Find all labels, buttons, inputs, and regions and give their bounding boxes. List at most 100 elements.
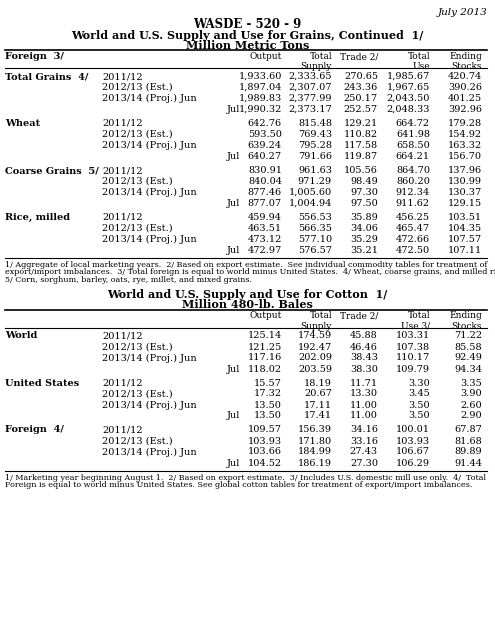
Text: 85.58: 85.58 (454, 342, 482, 351)
Text: Wheat: Wheat (5, 119, 40, 128)
Text: 34.16: 34.16 (350, 426, 378, 435)
Text: 1,985.67: 1,985.67 (387, 72, 430, 81)
Text: 130.99: 130.99 (448, 177, 482, 186)
Text: 401.25: 401.25 (448, 94, 482, 103)
Text: 106.29: 106.29 (396, 458, 430, 467)
Text: 2011/12: 2011/12 (102, 119, 143, 128)
Text: Jul: Jul (227, 105, 240, 114)
Text: 154.92: 154.92 (448, 130, 482, 139)
Text: Jul: Jul (227, 412, 240, 420)
Text: 459.94: 459.94 (248, 213, 282, 222)
Text: 1,967.65: 1,967.65 (387, 83, 430, 92)
Text: 125.14: 125.14 (248, 332, 282, 340)
Text: 3.90: 3.90 (460, 390, 482, 399)
Text: 107.57: 107.57 (448, 235, 482, 244)
Text: 1/ Aggregate of local marketing years.  2/ Based on export estimate.  See indivi: 1/ Aggregate of local marketing years. 2… (5, 261, 488, 269)
Text: 473.12: 473.12 (248, 235, 282, 244)
Text: 270.65: 270.65 (344, 72, 378, 81)
Text: 815.48: 815.48 (298, 119, 332, 128)
Text: 110.82: 110.82 (344, 130, 378, 139)
Text: 1,005.60: 1,005.60 (289, 188, 332, 197)
Text: Total
Supply: Total Supply (300, 312, 332, 331)
Text: 171.80: 171.80 (298, 436, 332, 445)
Text: 642.76: 642.76 (248, 119, 282, 128)
Text: 2013/14 (Proj.) Jun: 2013/14 (Proj.) Jun (102, 235, 197, 244)
Text: 118.02: 118.02 (248, 365, 282, 374)
Text: 639.24: 639.24 (248, 141, 282, 150)
Text: 35.89: 35.89 (350, 213, 378, 222)
Text: 20.67: 20.67 (304, 390, 332, 399)
Text: Trade 2/: Trade 2/ (340, 52, 378, 61)
Text: Output: Output (249, 52, 282, 61)
Text: 46.46: 46.46 (350, 342, 378, 351)
Text: 971.29: 971.29 (298, 177, 332, 186)
Text: 463.51: 463.51 (248, 224, 282, 233)
Text: 11.00: 11.00 (350, 401, 378, 410)
Text: 34.06: 34.06 (350, 224, 378, 233)
Text: 35.29: 35.29 (350, 235, 378, 244)
Text: 250.17: 250.17 (344, 94, 378, 103)
Text: 2012/13 (Est.): 2012/13 (Est.) (102, 130, 173, 139)
Text: 640.27: 640.27 (248, 152, 282, 161)
Text: 104.35: 104.35 (448, 224, 482, 233)
Text: 91.44: 91.44 (454, 458, 482, 467)
Text: export/import imbalances.  3/ Total foreign is equal to world minus United State: export/import imbalances. 3/ Total forei… (5, 269, 495, 276)
Text: 658.50: 658.50 (396, 141, 430, 150)
Text: 103.51: 103.51 (448, 213, 482, 222)
Text: 420.74: 420.74 (448, 72, 482, 81)
Text: 2013/14 (Proj.) Jun: 2013/14 (Proj.) Jun (102, 401, 197, 410)
Text: World and U.S. Supply and Use for Cotton  1/: World and U.S. Supply and Use for Cotton… (107, 289, 388, 300)
Text: 2,333.65: 2,333.65 (289, 72, 332, 81)
Text: July 2013: July 2013 (437, 8, 487, 17)
Text: 203.59: 203.59 (298, 365, 332, 374)
Text: 156.70: 156.70 (448, 152, 482, 161)
Text: 38.30: 38.30 (350, 365, 378, 374)
Text: 104.52: 104.52 (248, 458, 282, 467)
Text: 791.66: 791.66 (298, 152, 332, 161)
Text: 1/ Marketing year beginning August 1.  2/ Based on export estimate.  3/ Includes: 1/ Marketing year beginning August 1. 2/… (5, 474, 486, 481)
Text: Jul: Jul (227, 246, 240, 255)
Text: 877.07: 877.07 (248, 199, 282, 208)
Text: 202.09: 202.09 (298, 353, 332, 362)
Text: 106.67: 106.67 (396, 447, 430, 456)
Text: 27.43: 27.43 (350, 447, 378, 456)
Text: 129.15: 129.15 (448, 199, 482, 208)
Text: 2,048.33: 2,048.33 (387, 105, 430, 114)
Text: 664.72: 664.72 (396, 119, 430, 128)
Text: 5/ Corn, sorghum, barley, oats, rye, millet, and mixed grains.: 5/ Corn, sorghum, barley, oats, rye, mil… (5, 276, 252, 284)
Text: 2.90: 2.90 (460, 412, 482, 420)
Text: Total
Supply: Total Supply (300, 52, 332, 72)
Text: 2,377.99: 2,377.99 (289, 94, 332, 103)
Text: 593.50: 593.50 (248, 130, 282, 139)
Text: Jul: Jul (227, 199, 240, 208)
Text: Total
Use: Total Use (407, 52, 430, 72)
Text: 94.34: 94.34 (454, 365, 482, 374)
Text: 103.93: 103.93 (396, 436, 430, 445)
Text: 2013/14 (Proj.) Jun: 2013/14 (Proj.) Jun (102, 94, 197, 103)
Text: 13.50: 13.50 (254, 412, 282, 420)
Text: 92.49: 92.49 (454, 353, 482, 362)
Text: 911.62: 911.62 (396, 199, 430, 208)
Text: 15.57: 15.57 (254, 378, 282, 387)
Text: Ending
Stocks: Ending Stocks (449, 312, 482, 331)
Text: Foreign is equal to world minus United States. See global cotton tables for trea: Foreign is equal to world minus United S… (5, 481, 472, 489)
Text: 137.96: 137.96 (448, 166, 482, 175)
Text: 2.60: 2.60 (460, 401, 482, 410)
Text: Jul: Jul (227, 152, 240, 161)
Text: 163.32: 163.32 (448, 141, 482, 150)
Text: Total
Use 3/: Total Use 3/ (401, 312, 430, 331)
Text: 456.25: 456.25 (396, 213, 430, 222)
Text: 1,004.94: 1,004.94 (289, 199, 332, 208)
Text: 2011/12: 2011/12 (102, 166, 143, 175)
Text: 89.89: 89.89 (454, 447, 482, 456)
Text: Rice, milled: Rice, milled (5, 213, 70, 222)
Text: 156.39: 156.39 (298, 426, 332, 435)
Text: 103.66: 103.66 (248, 447, 282, 456)
Text: 840.04: 840.04 (248, 177, 282, 186)
Text: 2,307.07: 2,307.07 (289, 83, 332, 92)
Text: Million 480-lb. Bales: Million 480-lb. Bales (182, 298, 313, 310)
Text: 33.16: 33.16 (350, 436, 378, 445)
Text: 192.47: 192.47 (298, 342, 332, 351)
Text: Jul: Jul (227, 365, 240, 374)
Text: 13.30: 13.30 (350, 390, 378, 399)
